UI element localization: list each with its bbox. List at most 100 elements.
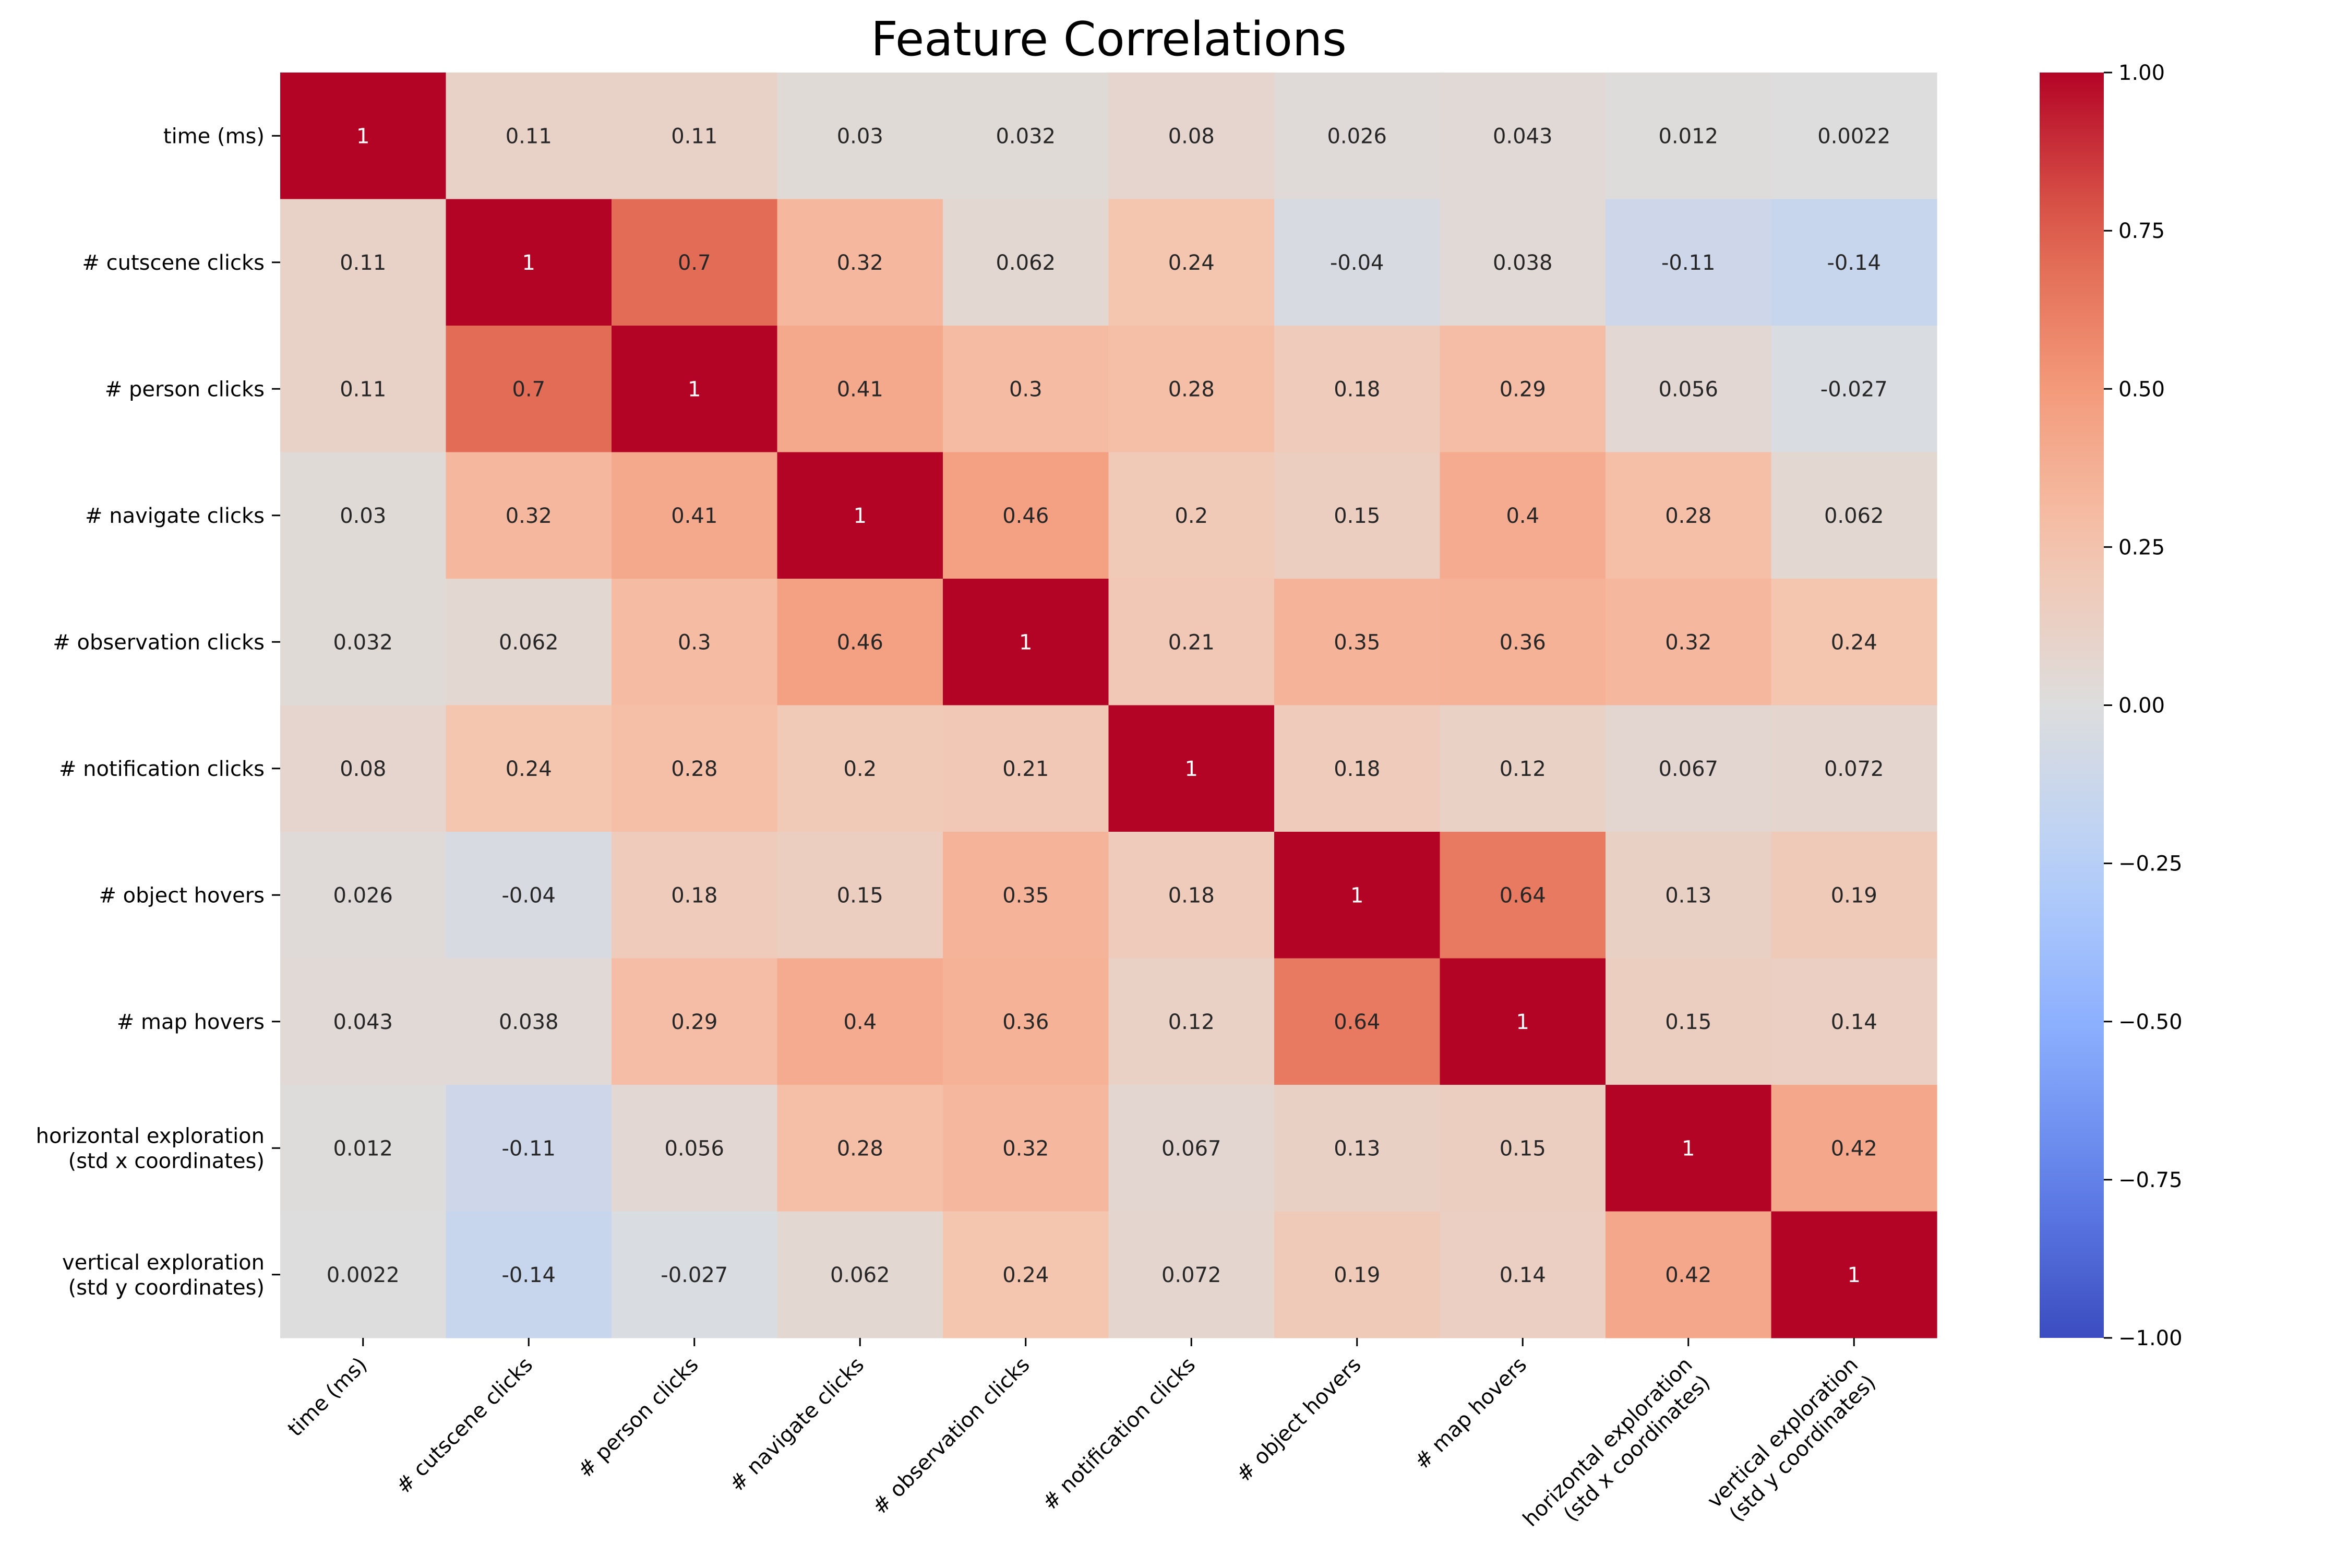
cell-value-label: -0.04 [502, 883, 556, 907]
column-label-line: time (ms) [283, 1352, 372, 1441]
heatmap-cell [446, 832, 612, 959]
heatmap-cell [280, 579, 447, 706]
heatmap-cell [1440, 705, 1606, 832]
heatmap-cell [943, 832, 1109, 959]
column-label: # object hovers [1232, 1352, 1366, 1487]
heatmap-cell [1108, 452, 1275, 579]
heatmap-cell [612, 958, 778, 1085]
colorbar-tick-label: 0.50 [2118, 377, 2165, 401]
row-label-line: # person clicks [105, 377, 265, 401]
cell-value-label: 0.29 [671, 1010, 717, 1034]
heatmap-cell [1440, 1211, 1606, 1338]
heatmap-cell [1440, 199, 1606, 326]
cell-value-label: 0.062 [996, 251, 1056, 275]
cell-value-label: 0.42 [1831, 1136, 1877, 1160]
row-label: # observation clicks [53, 630, 265, 654]
row-label: # object hovers [99, 883, 265, 907]
cell-value-label: 0.072 [1824, 757, 1884, 781]
heatmap-cell [1274, 1211, 1441, 1338]
heatmap-cell [1440, 1085, 1606, 1212]
cell-value-label: 0.13 [1665, 883, 1711, 907]
row-label-line: # map hovers [117, 1010, 265, 1034]
heatmap-cell [612, 579, 778, 706]
heatmap-cell [1274, 958, 1441, 1085]
heatmap-cell [1771, 1085, 1937, 1212]
heatmap-cell [1771, 73, 1937, 200]
row-label-line: (std x coordinates) [68, 1149, 265, 1173]
heatmap-cell [1440, 958, 1606, 1085]
heatmap-cell [1606, 1211, 1772, 1338]
column-label: # person clicks [573, 1352, 703, 1482]
column-label-line: # object hovers [1232, 1352, 1366, 1487]
cell-value-label: 1 [356, 124, 369, 148]
heatmap-cell [446, 1085, 612, 1212]
row-label: horizontal exploration (std x coordinates… [36, 1124, 265, 1173]
heatmap-cell [777, 452, 943, 579]
colorbar-gradient [2040, 73, 2104, 1338]
heatmap-cell [1108, 1085, 1275, 1212]
cell-value-label: 0.42 [1665, 1263, 1711, 1287]
cell-value-label: 0.18 [1334, 377, 1380, 401]
cell-value-label: 0.012 [1658, 124, 1718, 148]
heatmap-cell [1108, 1211, 1275, 1338]
cell-value-label: -0.14 [502, 1263, 556, 1287]
cell-value-label: 0.7 [678, 251, 711, 275]
row-label-line: # observation clicks [53, 630, 265, 654]
cell-value-label: 0.11 [340, 251, 386, 275]
heatmap-cell [446, 958, 612, 1085]
cell-value-label: 0.038 [1493, 251, 1553, 275]
row-labels: time (ms) # cutscene clicks # person click… [36, 124, 280, 1300]
column-label: # map hovers [1410, 1352, 1531, 1474]
row-label-line: # object hovers [99, 883, 265, 907]
heatmap-cells: 1 0.11 0.11 0.03 0.032 0.08 0.026 0.043 0.012 0.0… [280, 73, 1937, 1338]
heatmap-cell [943, 326, 1109, 453]
cell-value-label: 0.062 [830, 1263, 890, 1287]
cell-value-label: 1 [1682, 1136, 1695, 1160]
cell-value-label: 0.36 [1002, 1010, 1049, 1034]
cell-value-label: 0.41 [671, 504, 717, 528]
column-label-line: # navigate clicks [725, 1352, 869, 1497]
heatmap-cell [777, 1085, 943, 1212]
cell-value-label: 0.12 [1500, 757, 1546, 781]
colorbar-tick-label: 0.00 [2118, 694, 2165, 718]
heatmap-cell [446, 326, 612, 453]
column-label-line: (std y coordinates) [1724, 1370, 1880, 1526]
cell-value-label: 0.012 [333, 1136, 393, 1160]
heatmap-cell [1274, 579, 1441, 706]
column-label: vertical exploration(std y coordinates) [1703, 1352, 1880, 1530]
cell-value-label: 0.03 [340, 504, 386, 528]
row-label: # person clicks [105, 377, 265, 401]
cell-value-label: 0.15 [1665, 1010, 1711, 1034]
heatmap-cell [1771, 1211, 1937, 1338]
cell-value-label: 0.19 [1831, 883, 1877, 907]
cell-value-label: 0.08 [340, 757, 386, 781]
heatmap-cell [1606, 705, 1772, 832]
heatmap-cell [777, 199, 943, 326]
cell-value-label: 0.29 [1500, 377, 1546, 401]
colorbar-tick-label: 1.00 [2118, 61, 2165, 85]
row-label-line: time (ms) [163, 124, 265, 148]
cell-value-label: 0.24 [1168, 251, 1215, 275]
heatmap-cell [1440, 326, 1606, 453]
column-label: # navigate clicks [725, 1352, 869, 1497]
cell-value-label: 0.026 [333, 883, 393, 907]
heatmap-cell [1108, 832, 1275, 959]
row-label-line: # notification clicks [59, 757, 265, 781]
heatmap-cell [943, 958, 1109, 1085]
cell-value-label: 1 [1848, 1263, 1861, 1287]
heatmap-cell [612, 1211, 778, 1338]
cell-value-label: 1 [522, 251, 535, 275]
column-label-line: vertical exploration [1703, 1352, 1863, 1513]
heatmap-cell [1440, 832, 1606, 959]
heatmap-cell [1440, 452, 1606, 579]
heatmap-cell [1606, 579, 1772, 706]
cell-value-label: -0.11 [1661, 251, 1716, 275]
colorbar-tick-label: −0.50 [2118, 1010, 2183, 1034]
column-label-line: (std x coordinates) [1559, 1370, 1715, 1526]
heatmap-cell [1771, 199, 1937, 326]
cell-value-label: 0.4 [843, 1010, 877, 1034]
heatmap-cell [1606, 326, 1772, 453]
heatmap-cell [446, 73, 612, 200]
cell-value-label: 0.64 [1334, 1010, 1380, 1034]
